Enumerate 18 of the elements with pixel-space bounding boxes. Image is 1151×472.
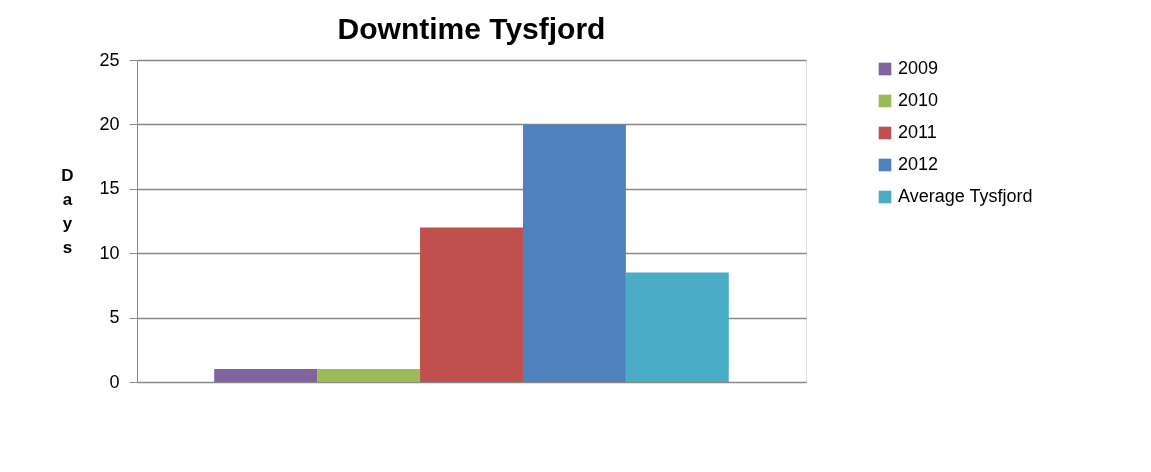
legend-label: 2009 <box>898 58 939 78</box>
chart-title: Downtime Tysfjord <box>337 12 606 45</box>
y-tick-label: 0 <box>109 371 120 392</box>
y-tick-label: 15 <box>99 178 120 199</box>
legend-label: 2010 <box>898 90 939 110</box>
y-axis-title: Days <box>61 165 74 257</box>
y-tick-label: 5 <box>109 307 120 328</box>
legend-label: 2011 <box>898 122 937 142</box>
y-tick-label: 25 <box>99 49 120 70</box>
y-tick-label: 10 <box>99 242 120 263</box>
y-tick-label: 20 <box>99 113 120 134</box>
legend-label: 2012 <box>898 154 939 174</box>
legend-label: Average Tysfjord <box>898 186 1033 206</box>
bar <box>522 124 626 382</box>
bar <box>420 227 523 382</box>
bar <box>625 272 729 382</box>
bar <box>317 369 421 382</box>
bar <box>214 369 318 382</box>
